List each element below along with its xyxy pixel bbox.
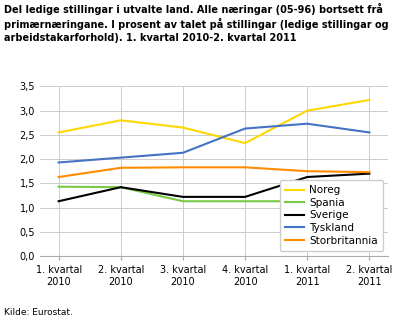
Tyskland: [180, 151, 185, 155]
Sverige: [367, 172, 372, 176]
Noreg: [305, 109, 310, 113]
Noreg: [243, 141, 248, 145]
Spania: [305, 199, 310, 203]
Noreg: [118, 118, 123, 122]
Storbritannia: [305, 169, 310, 173]
Sverige: [305, 175, 310, 179]
Tyskland: [243, 127, 248, 131]
Text: Kilde: Eurostat.: Kilde: Eurostat.: [4, 308, 73, 317]
Sverige: [118, 185, 123, 189]
Storbritannia: [180, 165, 185, 169]
Spania: [367, 199, 372, 203]
Spania: [180, 199, 185, 203]
Spania: [56, 185, 61, 188]
Noreg: [180, 126, 185, 130]
Spania: [118, 185, 123, 189]
Noreg: [56, 131, 61, 134]
Tyskland: [367, 131, 372, 134]
Storbritannia: [118, 166, 123, 170]
Sverige: [180, 195, 185, 199]
Storbritannia: [56, 175, 61, 179]
Spania: [243, 199, 248, 203]
Text: Del ledige stillingar i utvalte land. Alle næringar (05-96) bortsett frå
primærn: Del ledige stillingar i utvalte land. Al…: [4, 3, 389, 43]
Sverige: [243, 195, 248, 199]
Line: Storbritannia: Storbritannia: [59, 167, 369, 177]
Tyskland: [305, 122, 310, 126]
Legend: Noreg, Spania, Sverige, Tyskland, Storbritannia: Noreg, Spania, Sverige, Tyskland, Storbr…: [280, 180, 383, 251]
Storbritannia: [243, 165, 248, 169]
Noreg: [367, 98, 372, 102]
Tyskland: [118, 156, 123, 160]
Sverige: [56, 199, 61, 203]
Line: Noreg: Noreg: [59, 100, 369, 143]
Line: Spania: Spania: [59, 187, 369, 201]
Tyskland: [56, 161, 61, 164]
Storbritannia: [367, 170, 372, 174]
Line: Sverige: Sverige: [59, 174, 369, 201]
Line: Tyskland: Tyskland: [59, 124, 369, 163]
